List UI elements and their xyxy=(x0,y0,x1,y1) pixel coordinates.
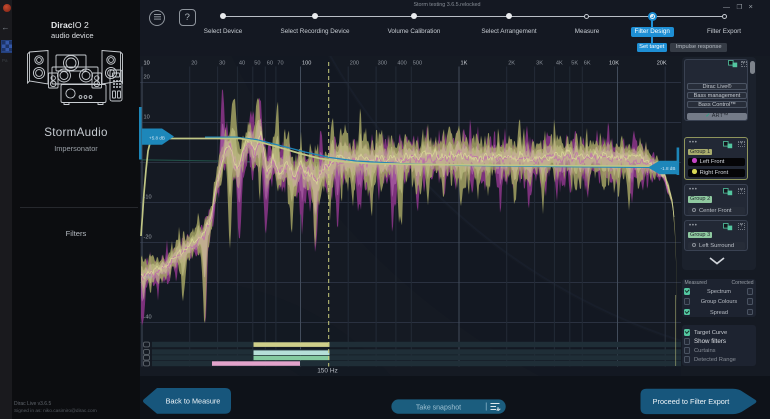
svg-text:70: 70 xyxy=(277,61,283,67)
svg-text:3K: 3K xyxy=(536,61,543,67)
svg-text:Take snapshot: Take snapshot xyxy=(416,404,461,411)
svg-text:20: 20 xyxy=(191,61,197,67)
svg-text:-20: -20 xyxy=(144,235,152,241)
svg-text:5K: 5K xyxy=(571,61,578,67)
svg-text:-40: -40 xyxy=(144,315,152,321)
svg-text:40: 40 xyxy=(239,61,245,67)
svg-text:150 Hz: 150 Hz xyxy=(317,368,338,375)
svg-text:400: 400 xyxy=(397,61,406,67)
svg-text:60: 60 xyxy=(267,61,273,67)
svg-text:2K: 2K xyxy=(508,61,515,67)
svg-text:10: 10 xyxy=(144,115,150,121)
svg-text:200: 200 xyxy=(350,61,359,67)
svg-text:500: 500 xyxy=(413,61,422,67)
svg-text:20K: 20K xyxy=(657,61,667,67)
svg-text:-10: -10 xyxy=(144,195,152,201)
svg-text:20: 20 xyxy=(144,75,150,81)
svg-text:10: 10 xyxy=(144,61,150,67)
svg-text:Back to Measure: Back to Measure xyxy=(166,396,221,405)
svg-text:10K: 10K xyxy=(609,61,619,67)
svg-text:Proceed to Filter Export: Proceed to Filter Export xyxy=(653,397,730,406)
svg-text:30: 30 xyxy=(219,61,225,67)
svg-text:50: 50 xyxy=(254,61,260,67)
svg-text:-30: -30 xyxy=(144,275,152,281)
svg-text:1K: 1K xyxy=(461,61,468,67)
svg-text:100: 100 xyxy=(302,61,311,67)
svg-text:+5.8 dB: +5.8 dB xyxy=(149,135,165,140)
svg-text:4K: 4K xyxy=(556,61,563,67)
svg-text:-1.8 dB: -1.8 dB xyxy=(661,166,676,171)
svg-text:300: 300 xyxy=(378,61,387,67)
svg-text:6K: 6K xyxy=(584,61,591,67)
